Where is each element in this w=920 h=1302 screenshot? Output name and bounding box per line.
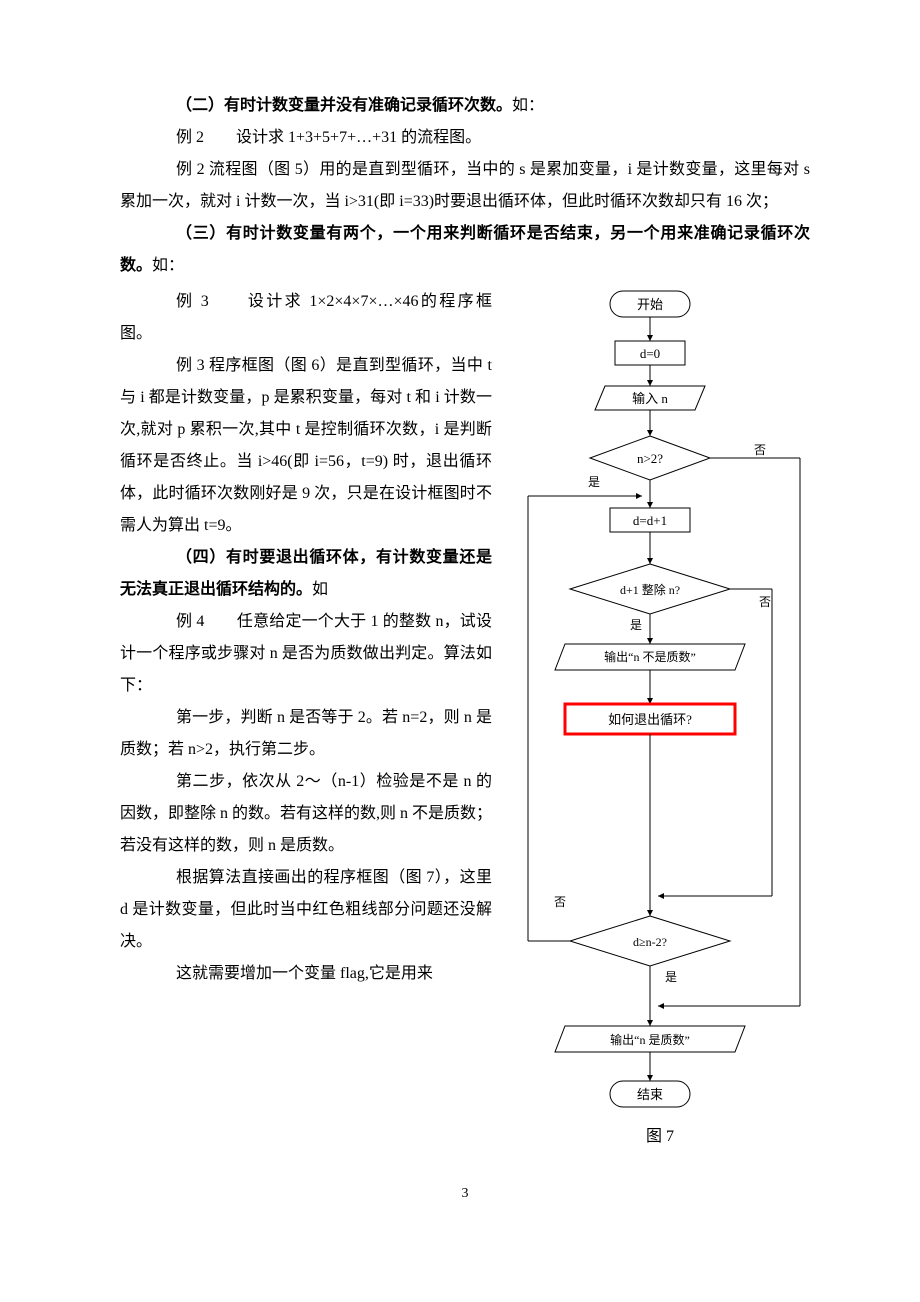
flow-div: d+1 整除 n? (620, 582, 680, 597)
step-2: 第二步，依次从 2～（n-1）检验是不是 n 的因数，即整除 n 的数。若有这样… (120, 766, 492, 862)
page-number: 3 (120, 1186, 810, 1202)
example-2-title: 例 2 设计求 1+3+5+7+…+31 的流程图。 (120, 122, 810, 154)
flow-exit-q: 如何退出循环? (608, 712, 692, 727)
step-1: 第一步，判断 n 是否等于 2。若 n=2，则 n 是质数；若 n>2，执行第二… (120, 702, 492, 766)
flow-yes-2: 是 (630, 618, 642, 632)
flow-no-1: 否 (754, 443, 766, 457)
page: （二）有时计数变量并没有准确记录循环次数。如： 例 2 设计求 1+3+5+7+… (0, 0, 920, 1242)
heading-2-bold: （二）有时计数变量并没有准确记录循环次数。 (176, 97, 512, 114)
flow-yes-3: 是 (665, 970, 677, 984)
flow-d-inc: d=d+1 (633, 513, 667, 528)
heading-4-bold: （四）有时要退出循环体，有计数变量还是无法真正退出循环结构的。 (120, 549, 492, 598)
example-4-title: 例 4 任意给定一个大于 1 的整数 n，试设计一个程序或步骤对 n 是否为质数… (120, 606, 492, 702)
heading-4: （四）有时要退出循环体，有计数变量还是无法真正退出循环结构的。如 (120, 542, 492, 606)
heading-2-tail: 如： (512, 97, 544, 114)
flow-start: 开始 (637, 297, 663, 312)
example-3-title: 例 3 设计求 1×2×4×7×…×46的程序框图。 (120, 286, 492, 350)
flow-no-2: 否 (759, 595, 771, 609)
heading-3: （三）有时计数变量有两个，一个用来判断循环是否结束，另一个用来准确记录循环次数。… (120, 218, 810, 282)
flow-input-n: 输入 n (632, 391, 668, 406)
flow-d0: d=0 (640, 346, 660, 361)
heading-3-tail: 如： (152, 257, 184, 274)
flow-d-ge: d≥n-2? (633, 935, 667, 949)
right-column: 开始 d=0 输入 n n>2? 是 否 (510, 286, 810, 1146)
example-2-body: 例 2 流程图（图 5）用的是直到型循环，当中的 s 是累加变量，i 是计数变量… (120, 154, 810, 218)
heading-4-tail: 如 (312, 581, 328, 598)
flow-n-gt-2: n>2? (637, 451, 663, 466)
flow-yes-1: 是 (588, 475, 600, 489)
flow-no-3: 否 (554, 895, 566, 909)
flowchart-fig7: 开始 d=0 输入 n n>2? 是 否 (510, 286, 810, 1116)
two-column-region: 例 3 设计求 1×2×4×7×…×46的程序框图。 例 3 程序框图（图 6）… (120, 286, 810, 1146)
example-3-body: 例 3 程序框图（图 6）是直到型循环，当中 t 与 i 都是计数变量，p 是累… (120, 350, 492, 542)
heading-3-bold: （三）有时计数变量有两个，一个用来判断循环是否结束，另一个用来准确记录循环次数。 (120, 225, 810, 274)
heading-2: （二）有时计数变量并没有准确记录循环次数。如： (120, 90, 810, 122)
left-column: 例 3 设计求 1×2×4×7×…×46的程序框图。 例 3 程序框图（图 6）… (120, 286, 492, 1146)
flow-out-notprime: 输出“n 不是质数” (604, 649, 696, 664)
flow-out-prime: 输出“n 是质数” (610, 1032, 690, 1047)
fig7-desc: 根据算法直接画出的程序框图（图 7），这里 d 是计数变量，但此时当中红色粗线部… (120, 862, 492, 958)
figure-caption: 图 7 (646, 1122, 674, 1146)
flow-end: 结束 (637, 1087, 663, 1102)
flag-intro: 这就需要增加一个变量 flag,它是用来 (120, 958, 492, 990)
